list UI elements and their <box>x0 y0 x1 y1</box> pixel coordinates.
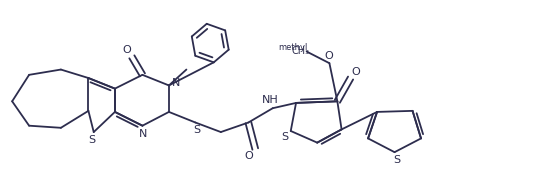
Text: O: O <box>352 67 360 77</box>
Text: S: S <box>193 125 200 135</box>
Text: N: N <box>172 78 180 88</box>
Text: O: O <box>324 51 333 61</box>
Text: N: N <box>139 129 148 139</box>
Text: NH: NH <box>262 95 279 105</box>
Text: S: S <box>89 135 96 145</box>
Text: O: O <box>244 151 253 161</box>
Text: CH₃: CH₃ <box>291 46 309 56</box>
Text: S: S <box>393 155 400 165</box>
Text: methyl: methyl <box>279 43 308 52</box>
Text: S: S <box>281 132 288 142</box>
Text: O: O <box>122 45 131 55</box>
